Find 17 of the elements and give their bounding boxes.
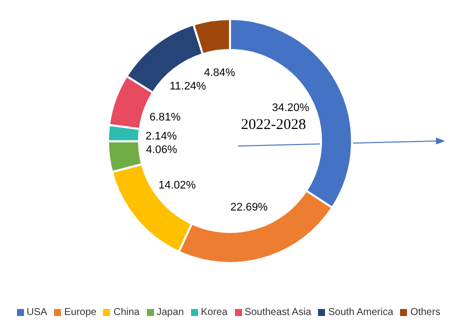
- legend-label: Others: [409, 307, 440, 318]
- data-label: 11.24%: [170, 80, 206, 92]
- data-label: 4.06%: [146, 144, 178, 156]
- data-label: 34.20%: [272, 102, 310, 114]
- legend-label: Europe: [63, 307, 96, 318]
- legend-label: USA: [26, 307, 48, 318]
- legend-label: Japan: [156, 307, 184, 318]
- data-label: 22.69%: [230, 201, 268, 214]
- legend-label: South America: [327, 307, 394, 318]
- legend-label: Southeast Asia: [244, 307, 312, 318]
- legend-label: Korea: [200, 307, 228, 318]
- text: 2022-2028: [241, 117, 306, 133]
- data-label: 6.81%: [150, 112, 181, 124]
- data-label: 4.84%: [204, 66, 236, 79]
- data-label: 14.02%: [158, 179, 196, 192]
- legend-label: China: [112, 307, 140, 318]
- data-label: 2.14%: [146, 130, 177, 142]
